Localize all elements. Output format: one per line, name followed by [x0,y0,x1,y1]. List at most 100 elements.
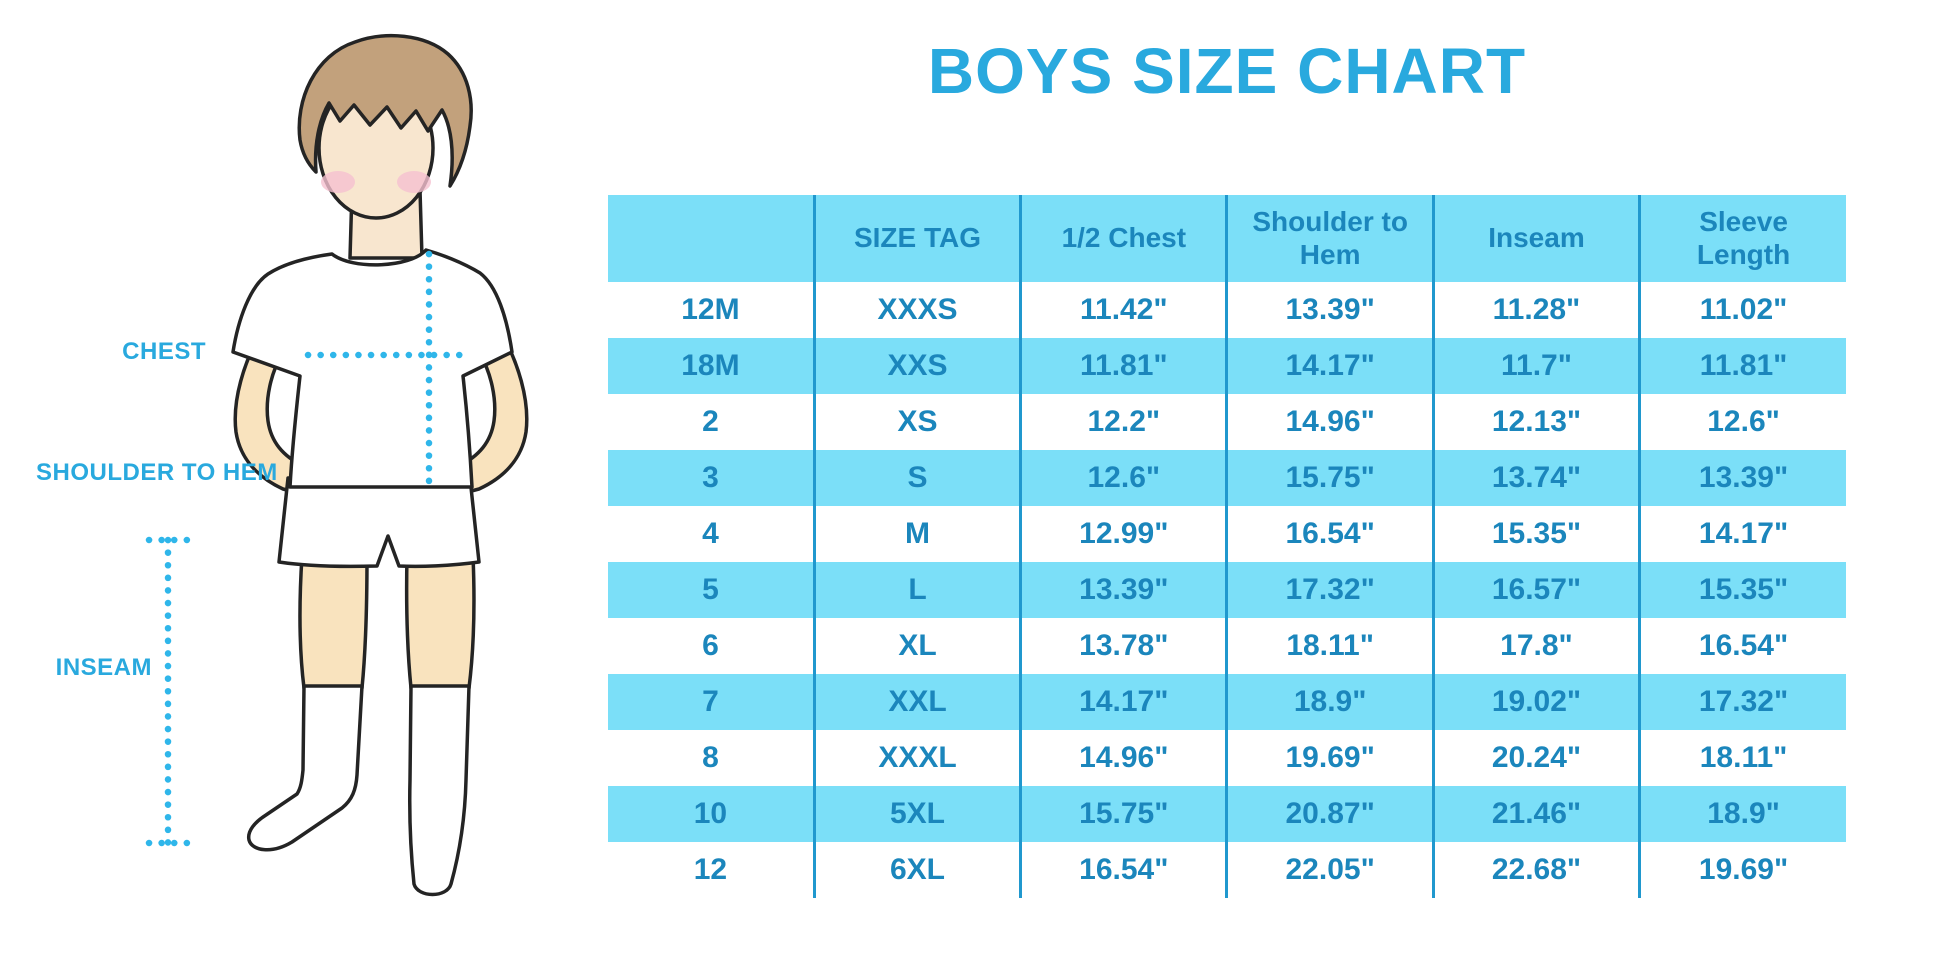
cell-size: 6 [608,618,815,674]
cell-half-chest: 13.78" [1019,618,1227,674]
table-row: 10 5XL 15.75" 20.87" 21.46" 18.9" [608,786,1846,842]
cell-sleeve-length: 19.69" [1638,842,1846,898]
cell-half-chest: 14.96" [1019,730,1227,786]
inseam-label: INSEAM [55,654,152,681]
cell-size: 5 [608,562,815,618]
cell-size-tag: XXXL [812,730,1021,786]
cell-shoulder-to-hem: 22.05" [1225,842,1434,898]
header-sleeve-length: Sleeve Length [1638,195,1846,282]
cell-size: 2 [608,394,815,450]
right-sock [407,684,471,897]
cell-half-chest: 11.81" [1019,338,1227,394]
cell-shoulder-to-hem: 20.87" [1225,786,1434,842]
cell-inseam: 11.7" [1431,338,1640,394]
header-half-chest: 1/2 Chest [1019,195,1227,282]
cell-shoulder-to-hem: 18.9" [1225,674,1434,730]
shorts [277,476,481,569]
cell-inseam: 13.74" [1431,450,1640,506]
right-leg [404,554,476,690]
cell-sleeve-length: 17.32" [1638,674,1846,730]
cell-sleeve-length: 13.39" [1638,450,1846,506]
cell-size: 18M [608,338,815,394]
size-table-header: SIZE TAG 1/2 Chest Shoulder to Hem Insea… [608,195,1846,282]
header-shoulder-to-hem: Shoulder to Hem [1225,195,1434,282]
cell-inseam: 21.46" [1431,786,1640,842]
right-cheek [397,171,431,193]
header-size-tag: SIZE TAG [812,195,1021,282]
table-row: 3 S 12.6" 15.75" 13.74" 13.39" [608,450,1846,506]
hair [297,33,473,188]
cell-inseam: 20.24" [1431,730,1640,786]
cell-size-tag: XS [812,394,1021,450]
left-leg [298,554,369,690]
cell-size-tag: S [812,450,1021,506]
shoulder-to-hem-label: SHOULDER TO HEM [36,459,278,486]
cell-size-tag: 5XL [812,786,1021,842]
table-row: 5 L 13.39" 17.32" 16.57" 15.35" [608,562,1846,618]
cell-size-tag: L [812,562,1021,618]
cell-shoulder-to-hem: 17.32" [1225,562,1434,618]
left-sock [246,684,364,852]
size-table: SIZE TAG 1/2 Chest Shoulder to Hem Insea… [608,195,1846,898]
cell-sleeve-length: 15.35" [1638,562,1846,618]
cell-sleeve-length: 11.81" [1638,338,1846,394]
cell-inseam: 12.13" [1431,394,1640,450]
cell-inseam: 15.35" [1431,506,1640,562]
cell-shoulder-to-hem: 14.96" [1225,394,1434,450]
header-inseam: Inseam [1431,195,1640,282]
table-row: 8 XXXL 14.96" 19.69" 20.24" 18.11" [608,730,1846,786]
cell-sleeve-length: 16.54" [1638,618,1846,674]
cell-half-chest: 14.17" [1019,674,1227,730]
cell-size: 10 [608,786,815,842]
cell-size: 8 [608,730,815,786]
cell-shoulder-to-hem: 14.17" [1225,338,1434,394]
cell-sleeve-length: 12.6" [1638,394,1846,450]
cell-sleeve-length: 18.9" [1638,786,1846,842]
cell-shoulder-to-hem: 15.75" [1225,450,1434,506]
cell-inseam: 22.68" [1431,842,1640,898]
cell-size-tag: XXL [812,674,1021,730]
header-size-blank [608,195,815,282]
boy-figure-svg [145,33,529,897]
cell-shoulder-to-hem: 18.11" [1225,618,1434,674]
cell-size: 3 [608,450,815,506]
table-row: 6 XL 13.78" 18.11" 17.8" 16.54" [608,618,1846,674]
cell-sleeve-length: 14.17" [1638,506,1846,562]
cell-inseam: 17.8" [1431,618,1640,674]
table-row: 12 6XL 16.54" 22.05" 22.68" 19.69" [608,842,1846,898]
cell-shoulder-to-hem: 13.39" [1225,282,1434,338]
cell-size: 7 [608,674,815,730]
cell-size: 12 [608,842,815,898]
cell-half-chest: 11.42" [1019,282,1227,338]
cell-inseam: 19.02" [1431,674,1640,730]
cell-size-tag: XXS [812,338,1021,394]
table-row: 12M XXXS 11.42" 13.39" 11.28" 11.02" [608,282,1846,338]
cell-half-chest: 12.2" [1019,394,1227,450]
left-cheek [321,171,355,193]
chest-label: CHEST [122,338,206,365]
page-title: BOYS SIZE CHART [927,35,1527,107]
table-row: 7 XXL 14.17" 18.9" 19.02" 17.32" [608,674,1846,730]
left-arm [233,328,305,496]
cell-size-tag: 6XL [812,842,1021,898]
header-row: SIZE TAG 1/2 Chest Shoulder to Hem Insea… [608,195,1846,282]
cell-inseam: 16.57" [1431,562,1640,618]
table-row: 18M XXS 11.81" 14.17" 11.7" 11.81" [608,338,1846,394]
cell-half-chest: 12.6" [1019,450,1227,506]
boy-illustration: CHEST SHOULDER TO HEM INSEAM [0,0,600,973]
right-arm [457,328,529,496]
cell-size: 4 [608,506,815,562]
cell-size-tag: XL [812,618,1021,674]
cell-half-chest: 15.75" [1019,786,1227,842]
cell-half-chest: 12.99" [1019,506,1227,562]
cell-half-chest: 13.39" [1019,562,1227,618]
cell-size-tag: XXXS [812,282,1021,338]
cell-size: 12M [608,282,815,338]
cell-size-tag: M [812,506,1021,562]
table-row: 4 M 12.99" 16.54" 15.35" 14.17" [608,506,1846,562]
cell-inseam: 11.28" [1431,282,1640,338]
cell-shoulder-to-hem: 19.69" [1225,730,1434,786]
cell-sleeve-length: 11.02" [1638,282,1846,338]
cell-sleeve-length: 18.11" [1638,730,1846,786]
